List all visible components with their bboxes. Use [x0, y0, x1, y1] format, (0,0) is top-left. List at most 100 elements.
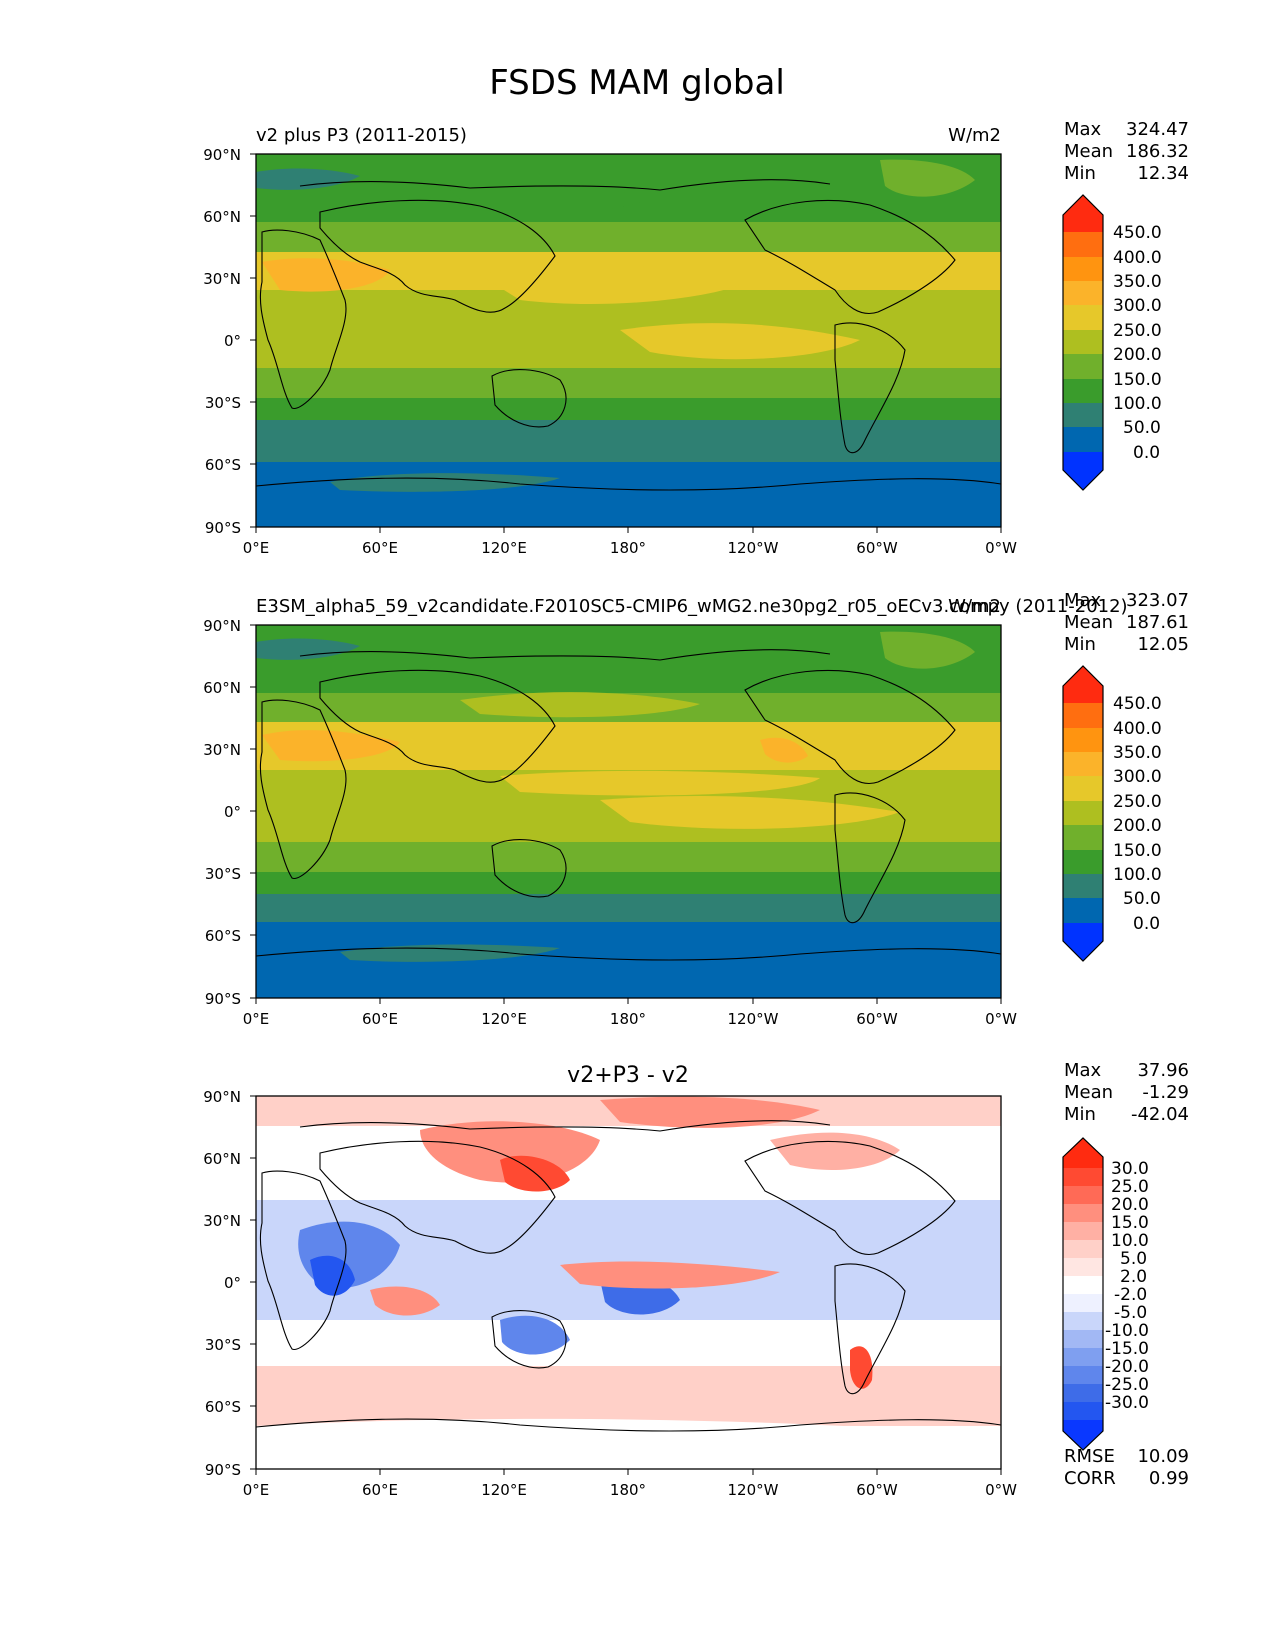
lon-tick-label: 60°W [856, 1481, 898, 1499]
colorbar-segment [1063, 1312, 1103, 1330]
colorbar-level-label: -5.0 [1114, 1303, 1147, 1323]
colorbar-segment [1063, 1240, 1103, 1258]
colorbar-level-label: 350.0 [1113, 272, 1162, 292]
lat-tick-label: 30°N [203, 1212, 241, 1230]
band-northern-high [256, 625, 1001, 693]
lat-tick-label: 90°N [203, 146, 241, 164]
lon-tick-label: 120°E [481, 1010, 527, 1028]
diff-metrics: RMSE 10.09 CORR 0.99 [1064, 1446, 1189, 1489]
lat-tick-label: 30°S [205, 1336, 241, 1354]
colorbar-bottom-extend [1063, 923, 1103, 961]
stat-min-label: Min [1064, 634, 1096, 655]
region-north-america-positive [770, 1132, 900, 1170]
region-north-pacific-mid [460, 692, 700, 718]
colorbar-level-label: 50.0 [1123, 418, 1161, 438]
region-maritime-positive [370, 1286, 440, 1316]
colorbar-segment [1063, 1366, 1103, 1384]
lon-tick-label: 0°W [985, 539, 1017, 557]
colorbar-level-label: 250.0 [1113, 792, 1162, 812]
rmse-value: 10.09 [1137, 1446, 1189, 1467]
coastline-north-america [744, 669, 956, 784]
coastlines [256, 649, 1001, 961]
stats-box: Max 37.96 Mean -1.29 Min -42.04 [1064, 1060, 1189, 1125]
colorbar: 450.0 400.0 350.0 300.0 250.0 200.0 150.… [1062, 665, 1162, 962]
stat-mean-label: Mean [1064, 1082, 1113, 1103]
region-arctic-positive [600, 1096, 820, 1128]
colorbar-top-extend [1063, 1138, 1103, 1168]
figure-title: FSDS MAM global [489, 63, 785, 103]
region-arctic-ocean [256, 638, 360, 660]
stat-min-label: Min [1064, 1104, 1096, 1125]
panel-title-center: v2+P3 - v2 [567, 1063, 689, 1088]
region-mexico [760, 737, 808, 763]
colorbar-level-label: 30.0 [1111, 1159, 1149, 1179]
colorbar-segment [1063, 776, 1103, 801]
colorbar-level-label: 50.0 [1123, 889, 1161, 909]
colorbar-bottom-extend [1063, 452, 1103, 490]
lon-axis: 0°E 60°E 120°E 180° 120°W 60°W 0°W [243, 998, 1017, 1028]
coastline-antarctica [256, 947, 1001, 961]
colorbar-outline [1062, 1137, 1104, 1451]
coastline-africa-eurasia [259, 1170, 347, 1350]
colorbar: 450.0 400.0 350.0 300.0 250.0 200.0 150.… [1062, 194, 1162, 491]
panel-title-left: E3SM_alpha5_59_v2candidate.F2010SC5-CMIP… [256, 596, 1128, 617]
region-australia-negative [500, 1315, 570, 1355]
band-southern-pole [256, 462, 1001, 527]
colorbar-bottom-extend [1063, 1420, 1103, 1450]
coastline-arctic [299, 1120, 831, 1132]
map-field [256, 1096, 1001, 1469]
stats-box: Max 324.47 Mean 186.32 Min 12.34 [1064, 119, 1189, 184]
colorbar-top-extend [1063, 195, 1103, 232]
stats-box: Max 323.07 Mean 187.61 Min 12.05 [1064, 590, 1189, 655]
lat-tick-label: 60°S [205, 927, 241, 945]
stat-mean-value: -1.29 [1142, 1082, 1189, 1103]
colorbar-level-label: 250.0 [1113, 321, 1162, 341]
coastline-south-america [834, 1263, 906, 1395]
coastline-arctic [299, 179, 831, 191]
region-south-pacific-high [600, 796, 900, 829]
coastline-antarctica [256, 477, 1001, 491]
lat-tick-label: 0° [224, 332, 241, 350]
colorbar-segment [1063, 1294, 1103, 1312]
lat-tick-label: 90°S [205, 1461, 241, 1479]
colorbar-segment [1063, 281, 1103, 305]
map-field [256, 625, 1001, 998]
colorbar-segment [1063, 379, 1103, 403]
colorbar-segment [1063, 703, 1103, 728]
stat-max-value: 324.47 [1126, 119, 1189, 140]
stat-mean-label: Mean [1064, 141, 1113, 162]
colorbar-level-label: 0.0 [1133, 914, 1160, 934]
colorbar-level-label: 150.0 [1113, 370, 1162, 390]
stat-max-value: 323.07 [1126, 590, 1189, 611]
panel-difference: v2+P3 - v2 Max 37.96 Mean -1.29 Min -42.… [203, 1060, 1189, 1499]
colorbar-level-label: 15.0 [1111, 1213, 1149, 1233]
lat-tick-label: 30°S [205, 394, 241, 412]
band-southern-subtropics [256, 842, 1001, 872]
lon-tick-label: 0°E [243, 1481, 270, 1499]
panel-units: W/m2 [948, 596, 1001, 617]
stat-min-value: -42.04 [1131, 1104, 1189, 1125]
lat-axis: 90°N 60°N 30°N 0° 30°S 60°S 90°S [203, 617, 256, 1008]
colorbar-level-label: 400.0 [1113, 248, 1162, 268]
region-greenland [880, 631, 975, 669]
coastline-australia [491, 369, 567, 428]
lon-tick-label: 180° [610, 539, 646, 557]
stat-max-label: Max [1064, 590, 1102, 611]
lon-tick-label: 60°E [362, 1010, 398, 1028]
stat-max-value: 37.96 [1137, 1060, 1189, 1081]
lat-axis: 90°N 60°N 30°N 0° 30°S 60°S 90°S [203, 146, 256, 537]
lat-tick-label: 60°N [203, 1150, 241, 1168]
region-equatorial-positive [560, 1261, 780, 1289]
lat-tick-label: 90°N [203, 617, 241, 635]
coastline-asia [319, 669, 556, 783]
colorbar-level-label: -2.0 [1114, 1285, 1147, 1305]
lat-tick-label: 60°S [205, 1398, 241, 1416]
colorbar-level-label: 25.0 [1111, 1177, 1149, 1197]
lat-axis: 90°N 60°N 30°N 0° 30°S 60°S 90°S [203, 1088, 256, 1479]
colorbar-segment [1063, 850, 1103, 874]
stat-mean-value: 187.61 [1126, 612, 1189, 633]
lat-tick-label: 30°S [205, 865, 241, 883]
lon-tick-label: 120°E [481, 1481, 527, 1499]
coastline-south-america [834, 792, 906, 924]
lat-tick-label: 60°S [205, 456, 241, 474]
